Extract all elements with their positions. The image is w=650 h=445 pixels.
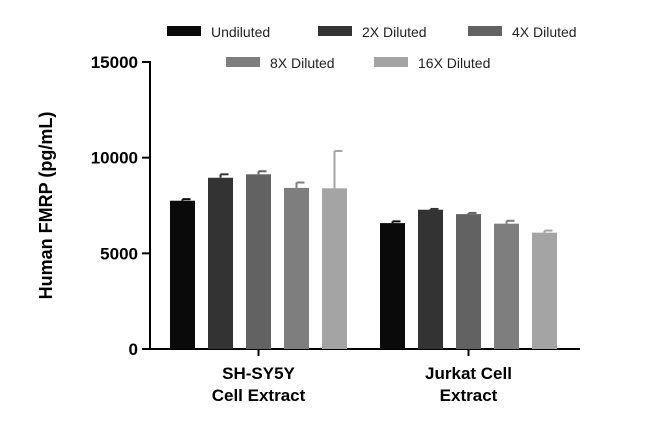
legend-label: Undiluted (211, 24, 270, 40)
y-tick-label: 10000 (91, 149, 138, 168)
x-category-label: Jurkat Cell Extract (425, 364, 512, 405)
bar (208, 177, 233, 349)
legend-swatch (318, 26, 352, 36)
legend-label: 2X Diluted (362, 24, 427, 40)
legend-label: 4X Diluted (512, 24, 577, 40)
bar (246, 174, 271, 349)
bar (532, 232, 557, 349)
legend-swatch (167, 26, 201, 36)
x-category-label-line: SH-SY5Y (222, 364, 295, 383)
x-category-label-line: Jurkat Cell (425, 364, 512, 383)
legend-swatch (468, 26, 502, 36)
y-axis-label: Human FMRP (pg/mL) (36, 112, 56, 300)
bar (170, 200, 195, 349)
y-tick-label: 5000 (100, 244, 138, 263)
bar (284, 187, 309, 349)
legend-swatch (226, 57, 260, 67)
y-tick-label: 15000 (91, 53, 138, 72)
legend-label: 16X Diluted (418, 55, 490, 71)
bars (170, 149, 557, 349)
y-tick-label: 0 (129, 340, 138, 359)
legend-swatch (374, 57, 408, 67)
x-category-label: SH-SY5Y Cell Extract (212, 364, 306, 405)
labels: 0 5000 10000 15000 Human FMRP (pg/mL) SH-SY5Y… (36, 53, 512, 405)
bar (456, 214, 481, 349)
legend-label: 8X Diluted (270, 55, 335, 71)
bar (380, 223, 405, 349)
x-category-label-line: Cell Extract (212, 386, 306, 405)
bar (494, 223, 519, 349)
bar (322, 188, 347, 349)
bar (418, 209, 443, 349)
x-category-label-line: Extract (440, 386, 498, 405)
legend: Undiluted 2X Diluted 4X Diluted 8X Diluted 1… (167, 24, 577, 71)
